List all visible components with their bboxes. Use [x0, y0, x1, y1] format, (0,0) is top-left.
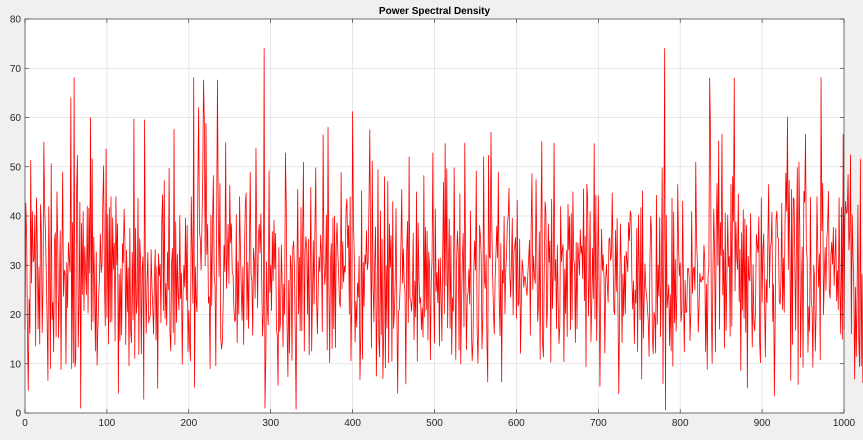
axis-ticks: 0 100 200 300 400 500 600 700 800 900 1000 0 10 20 30 4… [10, 15, 856, 430]
x-tick-label: 900 [754, 418, 771, 429]
x-tick-label: 1000 [833, 418, 856, 429]
y-tick-label: 40 [10, 212, 22, 223]
x-tick-label: 0 [22, 418, 28, 429]
x-tick-label: 200 [180, 418, 197, 429]
y-tick-label: 10 [10, 359, 22, 370]
series-layer [24, 48, 863, 411]
chart-title: Power Spectral Density [379, 6, 491, 17]
x-tick-label: 400 [344, 418, 361, 429]
y-tick-label: 0 [15, 409, 21, 420]
y-tick-label: 50 [10, 162, 22, 173]
x-tick-label: 100 [99, 418, 116, 429]
y-tick-label: 20 [10, 310, 22, 321]
y-tick-label: 30 [10, 261, 22, 272]
x-tick-label: 600 [508, 418, 525, 429]
y-tick-label: 70 [10, 64, 22, 75]
y-tick-label: 60 [10, 113, 22, 124]
psd-series-line [24, 48, 863, 411]
x-tick-label: 300 [262, 418, 279, 429]
x-tick-label: 700 [590, 418, 607, 429]
x-tick-label: 800 [672, 418, 689, 429]
y-tick-label: 80 [10, 15, 22, 26]
x-tick-label: 500 [426, 418, 443, 429]
